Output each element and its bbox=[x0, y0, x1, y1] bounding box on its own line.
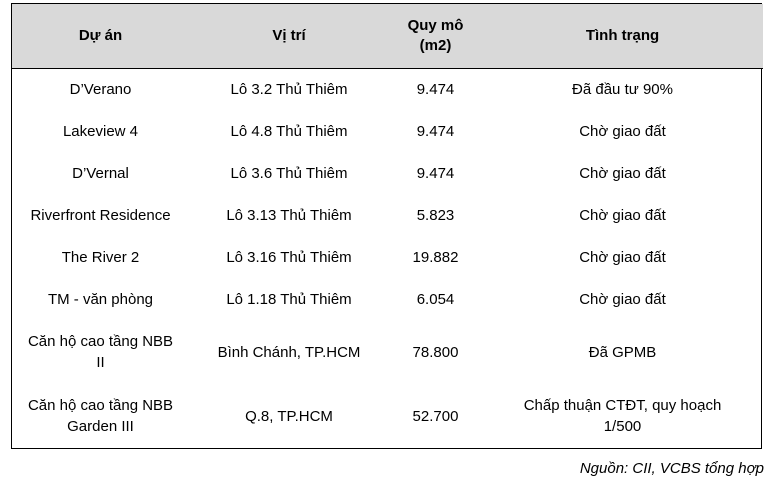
cell-status: Chờ giao đất bbox=[579, 122, 666, 140]
cell-location: Lô 1.18 Thủ Thiêm bbox=[226, 290, 352, 308]
cell-project: D’Verano bbox=[69, 80, 132, 98]
header-scale: Quy mô (m2) bbox=[389, 4, 482, 69]
cell-project-line1: Căn hộ cao tầng NBB bbox=[27, 333, 174, 350]
cell-status: Chờ giao đất bbox=[579, 290, 666, 308]
cell-location: Lô 3.2 Thủ Thiêm bbox=[230, 80, 348, 98]
table-row: Căn hộ cao tầng NBB Garden III Q.8, TP.H… bbox=[12, 384, 763, 448]
cell-scale: 19.882 bbox=[412, 248, 459, 266]
cell-status: Chờ giao đất bbox=[579, 248, 666, 266]
cell-status-line2: 1/500 bbox=[603, 418, 642, 435]
source-note: Nguồn: CII, VCBS tổng hợp bbox=[579, 460, 764, 477]
cell-status-line1: Chấp thuận CTĐT, quy hoạch bbox=[523, 397, 722, 414]
cell-status: Chờ giao đất bbox=[579, 164, 666, 182]
cell-scale: 6.054 bbox=[416, 290, 455, 308]
table-row: D’Verano Lô 3.2 Thủ Thiêm 9.474 Đã đầu t… bbox=[12, 68, 763, 110]
projects-table-grid: Dự án Vị trí Quy mô (m2) Tình trạng D’Ve… bbox=[12, 4, 763, 448]
cell-scale: 9.474 bbox=[416, 80, 455, 98]
projects-table: Dự án Vị trí Quy mô (m2) Tình trạng D’Ve… bbox=[11, 3, 763, 449]
header-status: Tình trạng bbox=[482, 4, 763, 69]
cell-location: Lô 3.13 Thủ Thiêm bbox=[226, 206, 352, 224]
cell-location: Lô 3.16 Thủ Thiêm bbox=[226, 248, 352, 266]
cell-location: Bình Chánh, TP.HCM bbox=[217, 343, 361, 361]
cell-project: Căn hộ cao tầng NBB Garden III bbox=[12, 384, 189, 448]
header-project: Dự án bbox=[12, 4, 189, 69]
cell-project-line1: Căn hộ cao tầng NBB bbox=[27, 397, 174, 414]
cell-project: TM - văn phòng bbox=[47, 290, 154, 308]
table-row: D’Vernal Lô 3.6 Thủ Thiêm 9.474 Chờ giao… bbox=[12, 152, 763, 194]
table-row: Riverfront Residence Lô 3.13 Thủ Thiêm 5… bbox=[12, 194, 763, 236]
table-row: The River 2 Lô 3.16 Thủ Thiêm 19.882 Chờ… bbox=[12, 236, 763, 278]
cell-scale: 5.823 bbox=[416, 206, 455, 224]
cell-project-line2: II bbox=[96, 354, 105, 371]
cell-status: Đã GPMB bbox=[588, 343, 657, 361]
table-row: Lakeview 4 Lô 4.8 Thủ Thiêm 9.474 Chờ gi… bbox=[12, 110, 763, 152]
cell-scale: 9.474 bbox=[416, 122, 455, 140]
cell-project: Riverfront Residence bbox=[30, 206, 171, 224]
cell-project: Căn hộ cao tầng NBB II bbox=[12, 320, 189, 384]
table-header-row: Dự án Vị trí Quy mô (m2) Tình trạng bbox=[12, 4, 763, 69]
cell-location: Lô 4.8 Thủ Thiêm bbox=[230, 122, 348, 140]
table-row: Căn hộ cao tầng NBB II Bình Chánh, TP.HC… bbox=[12, 320, 763, 384]
table-row: TM - văn phòng Lô 1.18 Thủ Thiêm 6.054 C… bbox=[12, 278, 763, 320]
cell-location: Q.8, TP.HCM bbox=[245, 407, 333, 425]
cell-scale: 52.700 bbox=[412, 407, 459, 425]
header-scale-line1: Quy mô bbox=[407, 16, 464, 34]
cell-location: Lô 3.6 Thủ Thiêm bbox=[230, 164, 348, 182]
cell-status: Chờ giao đất bbox=[579, 206, 666, 224]
cell-project-line2: Garden III bbox=[67, 418, 134, 435]
cell-scale: 9.474 bbox=[416, 164, 455, 182]
cell-scale: 78.800 bbox=[412, 343, 459, 361]
header-location: Vị trí bbox=[189, 4, 389, 69]
cell-project: Lakeview 4 bbox=[62, 122, 139, 140]
cell-project: The River 2 bbox=[61, 248, 140, 266]
cell-project: D’Vernal bbox=[72, 164, 129, 182]
header-scale-line2: (m2) bbox=[419, 36, 452, 54]
cell-status: Đã đầu tư 90% bbox=[572, 80, 673, 98]
cell-status: Chấp thuận CTĐT, quy hoạch 1/500 bbox=[482, 384, 763, 448]
